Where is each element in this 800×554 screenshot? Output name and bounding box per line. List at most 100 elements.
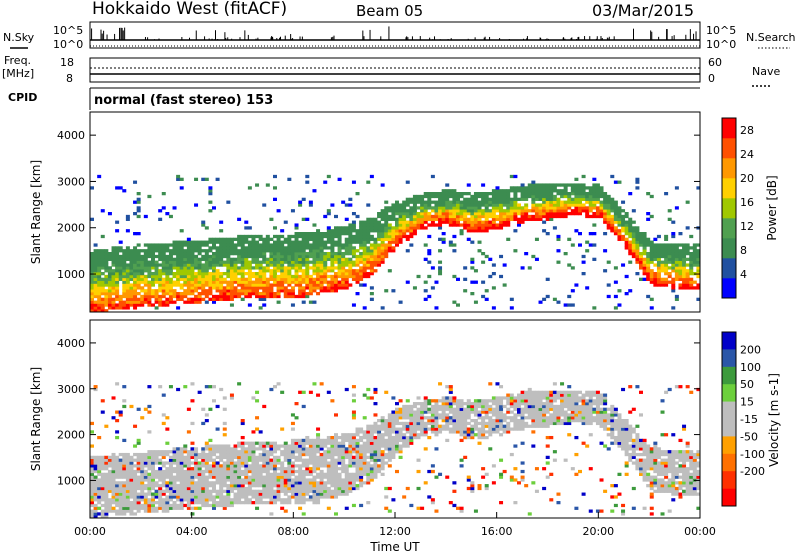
power-cell [258, 286, 263, 290]
velocity-cell [312, 489, 317, 493]
power-cell [208, 289, 213, 293]
velocity-cell [287, 452, 292, 457]
power-cell [369, 243, 374, 247]
power-cell [434, 200, 439, 204]
power-cell [484, 192, 489, 196]
power-cell [269, 274, 274, 279]
power-cell [197, 277, 202, 281]
power-cell [208, 292, 213, 296]
velocity-cell [154, 492, 159, 496]
velocity-cell [265, 464, 270, 468]
velocity-cell [334, 478, 338, 482]
power-cell [488, 212, 493, 216]
power-cell [463, 209, 468, 213]
power-cell [204, 289, 209, 293]
power-cell [129, 274, 134, 279]
power-cell [298, 269, 303, 273]
velocity-cell [301, 444, 306, 448]
power-cell [158, 286, 163, 290]
velocity-cell [409, 433, 414, 437]
velocity-cell [100, 481, 105, 485]
velocity-cell [269, 387, 274, 392]
power-cell [197, 240, 202, 244]
velocity-cell [377, 430, 382, 434]
velocity-cell [143, 458, 148, 462]
velocity-cell [298, 484, 303, 488]
velocity-cell [305, 458, 310, 462]
power-cell [90, 309, 94, 313]
power-cell [118, 274, 123, 279]
velocity-cell [319, 486, 324, 491]
power-cell [326, 240, 331, 244]
power-cell [351, 249, 356, 253]
power-cell [140, 266, 145, 270]
velocity-cell [226, 444, 231, 448]
velocity-cell [247, 450, 252, 454]
velocity-cell [337, 458, 342, 462]
velocity-cell [194, 475, 199, 479]
velocity-cell [258, 464, 263, 468]
power-cell [445, 217, 450, 221]
power-cell [351, 234, 356, 239]
power-cell [319, 252, 324, 256]
power-cell [380, 234, 385, 239]
power-cell [258, 243, 263, 247]
power-cell [495, 226, 500, 230]
velocity-cell [369, 464, 374, 468]
power-cell [104, 309, 109, 313]
velocity-cell [308, 486, 313, 491]
power-cell [222, 254, 227, 259]
velocity-cell [308, 461, 313, 465]
velocity-cell [290, 455, 295, 459]
power-cell [154, 272, 159, 276]
power-cell [674, 269, 679, 273]
power-cell [398, 234, 403, 239]
power-cell [298, 289, 303, 293]
power-cell [125, 266, 130, 270]
velocity-cell [387, 433, 392, 437]
power-cell [563, 186, 568, 190]
velocity-cell [183, 385, 188, 389]
power-cell [251, 237, 256, 241]
power-cell [129, 257, 134, 261]
power-cell [646, 237, 651, 241]
power-cell [125, 254, 130, 259]
power-cell [402, 217, 407, 221]
velocity-cell [269, 492, 274, 496]
velocity-cell [330, 399, 335, 403]
power-cell [685, 263, 690, 267]
power-cell [308, 237, 313, 241]
power-cell [603, 212, 608, 216]
power-cell [545, 189, 550, 193]
velocity-cell [405, 430, 410, 434]
power-cell [212, 243, 216, 247]
velocity-cell [208, 489, 213, 493]
velocity-cell [269, 447, 274, 451]
power-cell [308, 274, 313, 279]
velocity-cell [183, 469, 188, 474]
power-cell [344, 260, 349, 264]
velocity-cell [366, 396, 371, 400]
velocity-cell [244, 467, 249, 471]
power-cell [341, 232, 346, 236]
power-cell [696, 274, 701, 279]
power-cell [617, 209, 622, 213]
velocity-cell [369, 444, 374, 448]
power-cell [316, 249, 321, 253]
power-cell [635, 249, 640, 253]
velocity-cell [226, 478, 231, 482]
velocity-cell [118, 506, 123, 510]
power-cell [613, 229, 618, 233]
velocity-cell [301, 481, 306, 485]
power-cell [682, 269, 687, 273]
power-cell [294, 257, 299, 261]
velocity-cell [355, 458, 360, 462]
velocity-cell [136, 441, 141, 445]
power-cell [484, 214, 489, 219]
velocity-cell [380, 433, 385, 437]
velocity-cell [341, 481, 346, 485]
power-cell [283, 269, 288, 273]
power-cell [351, 260, 356, 264]
power-cell [531, 200, 536, 204]
power-cell [621, 237, 626, 241]
